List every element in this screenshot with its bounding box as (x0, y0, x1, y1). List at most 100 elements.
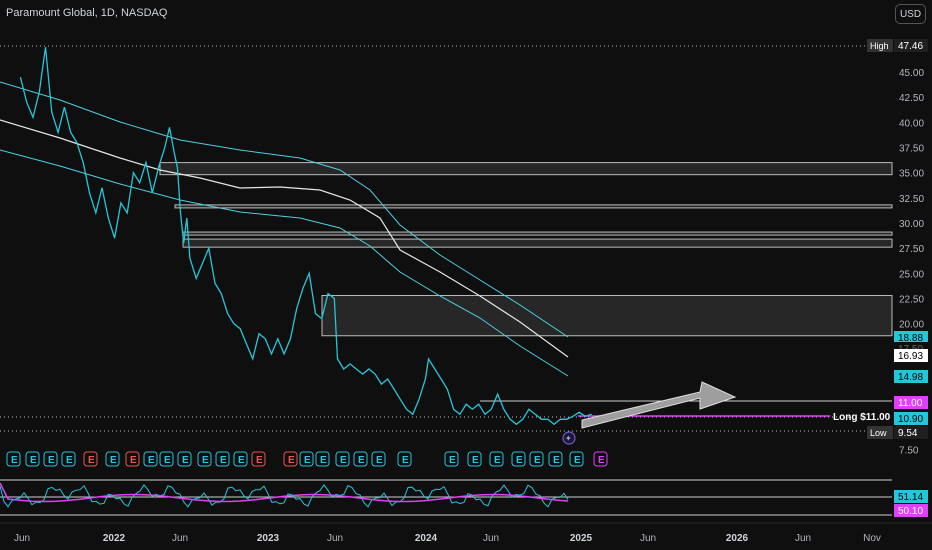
price-badge-tag-text: High (870, 41, 889, 51)
x-tick-label: 2026 (726, 533, 749, 544)
earnings-marker-icon (444, 451, 459, 467)
event-marker-icon (562, 431, 576, 445)
earnings-marker-icon (25, 451, 40, 467)
x-tick-label: 2022 (103, 533, 126, 544)
y-tick-label: 35.00 (899, 169, 924, 180)
y-tick-label: 32.50 (899, 194, 924, 205)
x-tick-label: 2023 (257, 533, 280, 544)
earnings-marker-icon (548, 451, 563, 467)
earnings-marker-icon (159, 451, 174, 467)
y-tick-label: 45.00 (899, 68, 924, 79)
resistance-zone (174, 204, 893, 209)
price-badge-tag (867, 39, 893, 52)
x-tick-label: Jun (172, 533, 188, 544)
price-badge-tag-text: Low (870, 428, 887, 438)
price-badge-value: 9.54 (898, 428, 918, 439)
rsi-ma-line (0, 482, 569, 503)
earnings-marker-icon (61, 451, 76, 467)
earnings-marker-icon (335, 451, 350, 467)
earnings-marker-icon (143, 451, 158, 467)
earnings-marker-icon (233, 451, 248, 467)
earnings-marker-icon (353, 451, 368, 467)
price-badge-value: 14.98 (898, 372, 923, 383)
earnings-marker-icon (467, 451, 482, 467)
price-badge (894, 370, 928, 383)
price-badge (894, 39, 928, 52)
price-series-line (19, 47, 592, 426)
earnings-marker-icon (569, 451, 584, 467)
earnings-marker-icon (125, 451, 140, 467)
price-badge (894, 396, 928, 409)
earnings-marker-icon (299, 451, 314, 467)
earnings-marker-icon (215, 451, 230, 467)
price-badge-value: 10.90 (898, 414, 923, 425)
earnings-marker-letter: E (130, 455, 137, 466)
y-tick-label: 22.50 (899, 295, 924, 306)
y-tick-label: 42.50 (899, 93, 924, 104)
price-badge-value: 11.00 (898, 398, 923, 409)
x-tick-label: Jun (483, 533, 499, 544)
earnings-marker-icon (43, 451, 58, 467)
earnings-marker-letter: E (288, 455, 295, 466)
price-badge-value: 18.88 (898, 333, 923, 344)
earnings-marker-letter: E (376, 455, 383, 466)
earnings-marker-icon (529, 451, 544, 467)
earnings-marker-letter: E (534, 455, 541, 466)
channel-upper (0, 81, 569, 338)
earnings-marker-letter: E (320, 455, 327, 466)
channel-mid (0, 119, 569, 358)
x-tick-label: Jun (14, 533, 30, 544)
earnings-marker-letter: E (238, 455, 245, 466)
price-badge (894, 412, 928, 425)
earnings-marker-letter: E (402, 455, 409, 466)
earnings-marker-icon (315, 451, 330, 467)
long-position-label: Long $11.00 (833, 412, 891, 423)
x-tick-label: Nov (863, 533, 881, 544)
y-tick-label: 27.50 (899, 244, 924, 255)
y-tick-label: 37.50 (899, 144, 924, 155)
resistance-zone (321, 294, 893, 337)
earnings-marker-icon (251, 451, 266, 467)
y-tick-label: 40.00 (899, 118, 924, 129)
earnings-marker-letter: E (449, 455, 456, 466)
earnings-marker-letter: E (88, 455, 95, 466)
event-marker-glyph: ✦ (565, 434, 572, 443)
y-tick-label: 25.00 (899, 269, 924, 280)
y-tick-label: 7.50 (899, 446, 919, 457)
resistance-zone (182, 238, 893, 248)
earnings-marker-icon (371, 451, 386, 467)
resistance-zone (182, 231, 893, 236)
earnings-marker-letter: E (304, 455, 311, 466)
earnings-marker-icon (83, 451, 98, 467)
price-badge (894, 349, 928, 362)
rsi-ma-value-text: 50.10 (898, 506, 923, 517)
x-tick-label: 2024 (415, 533, 438, 544)
earnings-marker-icon (197, 451, 212, 467)
y-tick-label: 20.00 (899, 320, 924, 331)
currency-button[interactable]: USD (895, 4, 926, 24)
earnings-marker-letter: E (164, 455, 171, 466)
earnings-marker-letter: E (472, 455, 479, 466)
earnings-marker-icon (511, 451, 526, 467)
earnings-marker-icon (489, 451, 504, 467)
earnings-marker-icon (283, 451, 298, 467)
earnings-marker-icon (593, 451, 608, 467)
earnings-marker-letter: E (202, 455, 209, 466)
earnings-marker-letter: E (256, 455, 263, 466)
earnings-marker-letter: E (11, 455, 18, 466)
x-tick-label: Jun (327, 533, 343, 544)
rsi-value-text: 51.14 (898, 492, 923, 503)
channel-lower (0, 149, 569, 377)
chart-title: Paramount Global, 1D, NASDAQ (6, 7, 168, 19)
resistance-zone (159, 162, 893, 176)
price-badge (894, 426, 928, 439)
earnings-marker-icon (105, 451, 120, 467)
earnings-marker-icon (177, 451, 192, 467)
earnings-marker-icon (6, 451, 21, 467)
earnings-marker-letter: E (358, 455, 365, 466)
earnings-marker-letter: E (182, 455, 189, 466)
earnings-marker-letter: E (30, 455, 37, 466)
earnings-marker-letter: E (598, 455, 605, 466)
earnings-marker-letter: E (516, 455, 523, 466)
